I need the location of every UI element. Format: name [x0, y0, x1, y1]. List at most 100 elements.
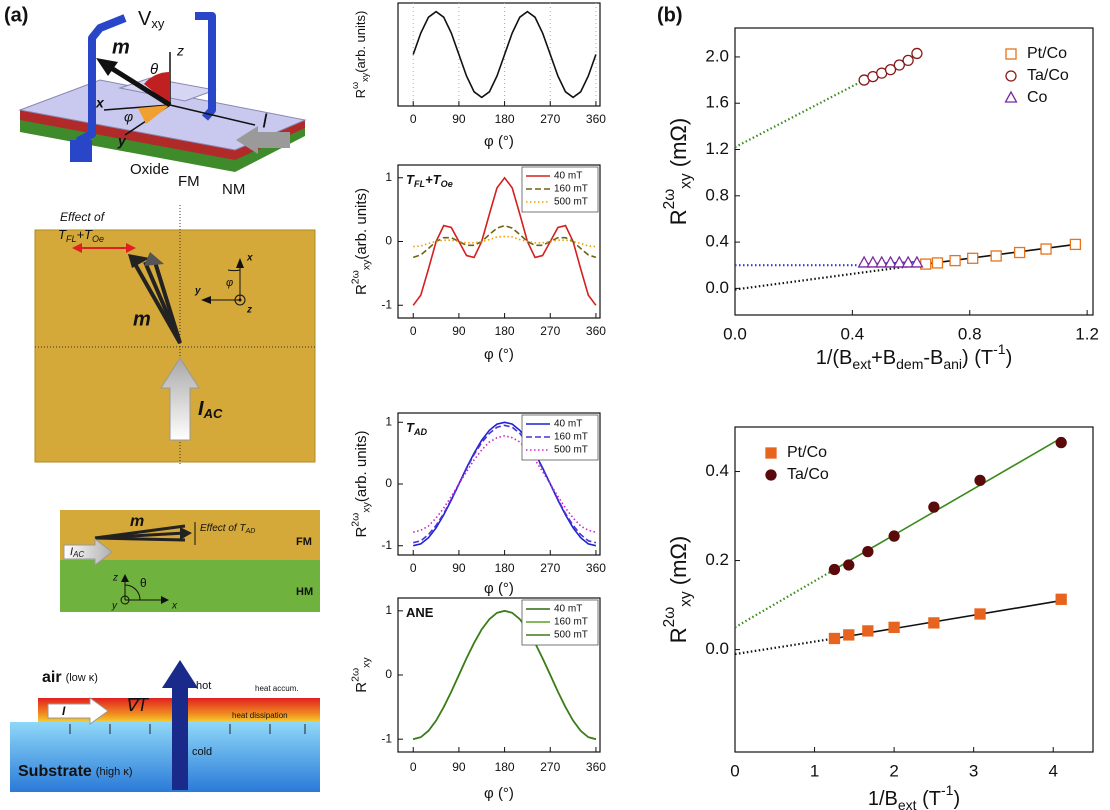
- label-part: R: [666, 209, 691, 225]
- x-tick-label: 270: [540, 112, 560, 126]
- label: hot: [196, 680, 211, 692]
- label: xy: [151, 16, 165, 31]
- marker: [1040, 243, 1052, 255]
- y-axis-label: R2ωxy(arb. units): [349, 430, 372, 537]
- y-tick-label: 2.0: [705, 46, 729, 65]
- x-tick-label: 180: [495, 760, 515, 774]
- y-axis-label: R2ωxy: [349, 657, 372, 693]
- label: HM: [296, 586, 313, 598]
- x-tick-label: 360: [586, 324, 606, 338]
- label-part: +B: [871, 347, 896, 369]
- label-part: xy: [678, 591, 695, 607]
- line: [412, 224, 597, 259]
- legend-label: Pt/Co: [1027, 45, 1067, 62]
- legend-label: 40 mT: [554, 419, 582, 430]
- label: z: [246, 305, 252, 316]
- label-part: ω: [351, 82, 361, 89]
- marker: [892, 255, 906, 268]
- marker: [875, 255, 889, 268]
- label-part: ANE: [406, 605, 434, 620]
- label: z: [112, 573, 118, 584]
- fit-line: [734, 637, 835, 656]
- line: [412, 609, 597, 740]
- marker: [866, 255, 880, 268]
- y-tick-label: 1.6: [705, 93, 729, 112]
- label: φ: [226, 277, 233, 289]
- label-part: -1: [993, 341, 1006, 357]
- marker: [843, 629, 855, 641]
- label: AD: [245, 528, 256, 535]
- x-tick-label: 1: [810, 761, 819, 780]
- x-tick-label: 90: [452, 760, 466, 774]
- label: +T: [76, 227, 93, 242]
- marker: [888, 621, 900, 633]
- label: I: [70, 546, 73, 558]
- x-tick-label: 90: [452, 324, 466, 338]
- top-view-diagram: Effect of TFL+TOe m x y φ z IAC: [34, 205, 316, 465]
- label-part: +T: [425, 172, 442, 187]
- y-tick-label: 0.4: [705, 232, 729, 251]
- label-part: R: [353, 89, 368, 98]
- label-part: Oe: [441, 179, 453, 189]
- x-tick-label: 0: [410, 561, 417, 575]
- label-part: (mΩ): [666, 536, 691, 592]
- marker: [843, 559, 855, 571]
- label: I: [62, 704, 66, 718]
- label-part: 2ω: [349, 513, 361, 527]
- label-part: FL: [414, 179, 426, 189]
- marker: [949, 254, 961, 267]
- y-tick-label: 0.8: [705, 185, 729, 204]
- label-part: T: [406, 420, 415, 435]
- x-tick-label: 0: [410, 112, 417, 126]
- plot-frame: [397, 2, 601, 107]
- legend-swatch: [1005, 48, 1017, 60]
- label: m: [133, 308, 151, 330]
- label: Effect of T: [200, 523, 246, 534]
- marker: [974, 608, 986, 620]
- label-part: -1: [941, 782, 954, 798]
- legend-label: 500 mT: [554, 197, 588, 208]
- y-tick-label: -1: [381, 538, 392, 552]
- line: [413, 434, 597, 533]
- label-part: 2ω: [661, 189, 678, 210]
- label: IAC: [70, 546, 84, 559]
- x-tick-label: 360: [586, 760, 606, 774]
- legend-box: [521, 414, 599, 461]
- legend-label: 500 mT: [554, 445, 588, 456]
- legend-label: 500 mT: [554, 630, 588, 641]
- label-part: R: [353, 284, 370, 295]
- legend-swatch: [765, 469, 777, 481]
- label: φ: [124, 109, 133, 125]
- legend-label: 40 mT: [554, 604, 582, 615]
- label-part: R: [353, 682, 370, 693]
- label-part: φ (°): [484, 346, 514, 363]
- y-tick-label: 0: [385, 234, 392, 248]
- label: Effect of TAD: [200, 523, 255, 535]
- marker: [888, 530, 900, 542]
- x-tick-label: 180: [495, 324, 515, 338]
- label: TFL+TOe: [58, 227, 104, 244]
- label-part: 2ω: [661, 607, 678, 628]
- label: V: [138, 8, 152, 30]
- x-tick-label: 0: [410, 324, 417, 338]
- y-axis-label: R2ωxy (mΩ): [661, 118, 695, 225]
- x-tick-label: 360: [586, 561, 606, 575]
- label-part: xy: [360, 657, 372, 668]
- label-part: (T: [917, 788, 941, 810]
- marker: [928, 501, 940, 513]
- fit-line: [833, 437, 1062, 571]
- x-tick-label: 270: [540, 324, 560, 338]
- label-part: xy: [678, 173, 695, 189]
- y-tick-label: 0: [385, 667, 392, 681]
- x-axis-label: 1/(Bext+Bdem-Bani) (T-1): [816, 341, 1013, 372]
- y-axis-label: R2ωxy (mΩ): [661, 536, 695, 643]
- x-tick-label: 90: [452, 561, 466, 575]
- label-part: R: [666, 627, 691, 643]
- label-part: ext: [898, 797, 917, 810]
- label: air: [42, 669, 62, 686]
- label-part: φ (°): [484, 133, 514, 150]
- plot-frame: [734, 27, 1094, 316]
- legend-swatch: [1005, 70, 1017, 82]
- label-part: ) (T: [962, 347, 993, 369]
- y-tick-label: 0.2: [705, 550, 729, 569]
